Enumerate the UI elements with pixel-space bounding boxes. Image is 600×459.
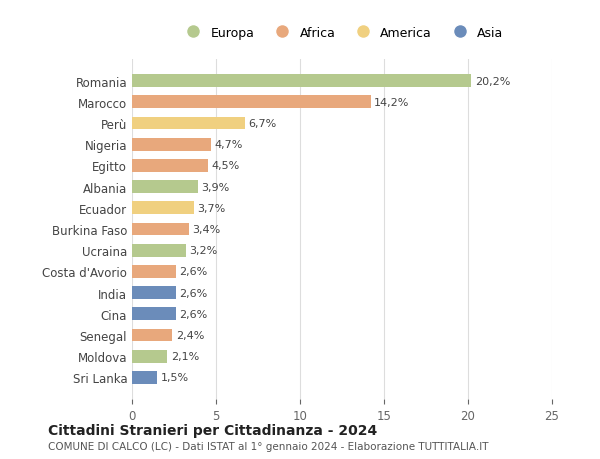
- Text: 14,2%: 14,2%: [374, 98, 409, 107]
- Bar: [132, 160, 208, 173]
- Text: 2,4%: 2,4%: [176, 330, 204, 340]
- Text: 3,7%: 3,7%: [197, 203, 226, 213]
- Bar: [132, 308, 176, 320]
- Text: 2,6%: 2,6%: [179, 309, 207, 319]
- Bar: [132, 265, 176, 278]
- Bar: [132, 286, 176, 299]
- Bar: [132, 75, 472, 88]
- Bar: [132, 329, 172, 341]
- Bar: [132, 139, 211, 151]
- Bar: [132, 202, 194, 215]
- Text: 3,2%: 3,2%: [189, 246, 217, 256]
- Text: 3,9%: 3,9%: [201, 182, 229, 192]
- Text: 4,7%: 4,7%: [214, 140, 242, 150]
- Text: COMUNE DI CALCO (LC) - Dati ISTAT al 1° gennaio 2024 - Elaborazione TUTTITALIA.I: COMUNE DI CALCO (LC) - Dati ISTAT al 1° …: [48, 441, 488, 451]
- Bar: [132, 181, 197, 194]
- Text: Cittadini Stranieri per Cittadinanza - 2024: Cittadini Stranieri per Cittadinanza - 2…: [48, 423, 377, 437]
- Text: 2,1%: 2,1%: [170, 352, 199, 361]
- Text: 2,6%: 2,6%: [179, 288, 207, 298]
- Bar: [132, 118, 245, 130]
- Text: 2,6%: 2,6%: [179, 267, 207, 277]
- Text: 1,5%: 1,5%: [161, 373, 188, 382]
- Text: 6,7%: 6,7%: [248, 119, 276, 129]
- Bar: [132, 223, 189, 236]
- Bar: [132, 371, 157, 384]
- Text: 20,2%: 20,2%: [475, 77, 510, 86]
- Bar: [132, 350, 167, 363]
- Text: 4,5%: 4,5%: [211, 161, 239, 171]
- Bar: [132, 96, 371, 109]
- Text: 3,4%: 3,4%: [193, 224, 221, 235]
- Bar: [132, 244, 186, 257]
- Legend: Europa, Africa, America, Asia: Europa, Africa, America, Asia: [176, 22, 508, 45]
